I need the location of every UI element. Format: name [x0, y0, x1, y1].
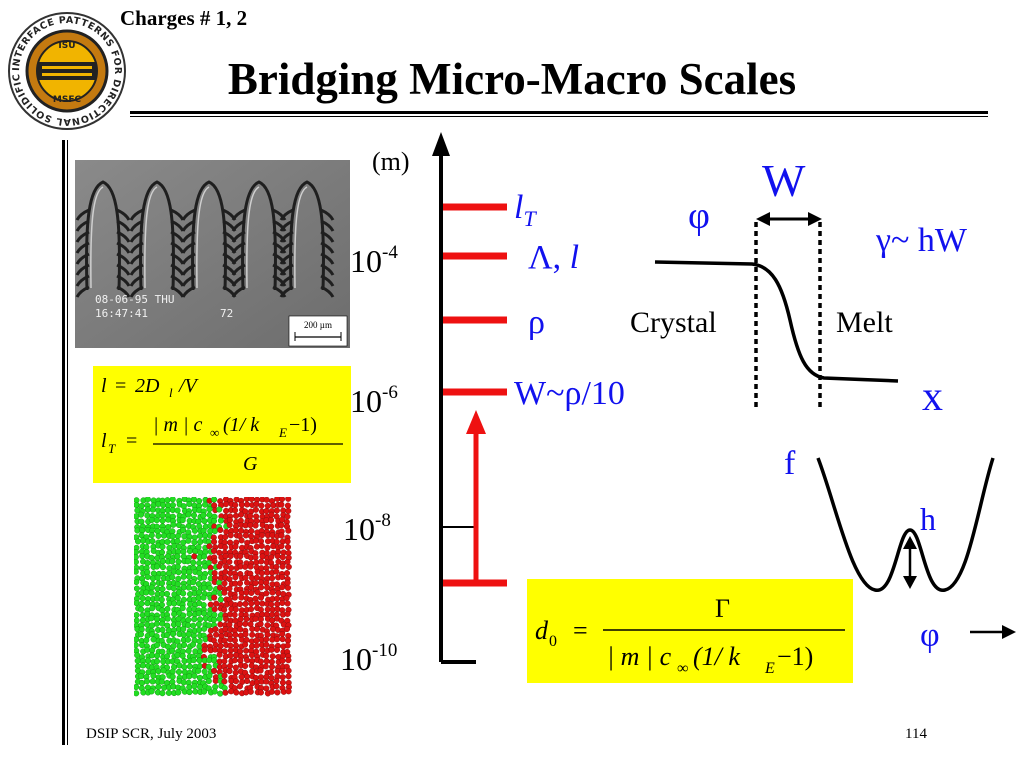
logo-top-text: ISU — [58, 41, 75, 51]
left-rule — [62, 140, 65, 745]
label-w-width: W — [762, 155, 806, 206]
isu-msfc-logo: INTERFACE PATTERNS FOR DIRECTIONAL SOLID… — [6, 10, 126, 130]
formula-d0-denominator-tail: (1/ k — [693, 642, 740, 671]
formula-d0-denominator-tail2: −1) — [777, 642, 813, 671]
phase-field-particle-simulation — [134, 497, 292, 697]
formula-d0-denominator-sub: ∞ — [677, 660, 688, 677]
slide-title: Bridging Micro-Macro Scales — [227, 54, 797, 104]
label-rho: ρ — [528, 304, 545, 341]
label-f: f — [784, 445, 796, 482]
label-phi-interface: φ — [688, 195, 710, 237]
tick-label-1e-6: 10-6 — [350, 382, 398, 419]
phase-field-profile — [654, 260, 899, 383]
formula-l-lhs: l — [101, 375, 107, 397]
formula-d0-equals: = — [573, 616, 588, 645]
footer-left-text: DSIP SCR, July 2003 — [86, 726, 217, 742]
formula-lt-numerator-tail: (1/ k — [223, 414, 260, 436]
diffusion-length-formula-box: l = 2D l /V l T = | m | c ∞ (1/ k E −1) … — [93, 366, 351, 483]
label-x: x — [922, 374, 943, 420]
charges-label: Charges # 1, 2 — [120, 6, 248, 30]
label-phi-potential: φ — [920, 617, 940, 654]
label-lt: lT — [514, 189, 537, 231]
label-h: h — [920, 501, 936, 537]
title-rule-thin — [130, 116, 988, 117]
scale-diagram: (m) 10-4 10-6 10-8 10-10 lT Λ, l ρ W~ρ/1… — [340, 132, 1016, 677]
formula-d0-lhs: d — [535, 616, 549, 645]
left-rule-thin — [67, 140, 68, 745]
capillary-length-formula-box: d 0 = Γ | m | c ∞ (1/ k E −1) — [527, 579, 853, 683]
formula-d0-denominator-sub2: E — [764, 660, 775, 677]
tick-label-1e-4: 10-4 — [350, 242, 398, 279]
logo-bottom-text: MSFC — [53, 95, 82, 105]
formula-lt-lhs: l — [101, 430, 107, 452]
formula-d0-denominator: | m | c — [607, 642, 672, 671]
page-number: 114 — [905, 726, 927, 742]
tick-label-1e-8: 10-8 — [343, 510, 391, 547]
scale-bar-label: 200 µm — [304, 320, 332, 330]
formula-lt-sub: T — [108, 441, 116, 456]
label-w-rho: W~ρ/10 — [514, 375, 625, 412]
tick-label-1e-10: 10-10 — [340, 640, 397, 677]
formula-lt-denominator: G — [243, 453, 258, 475]
photo-frame-number: 72 — [220, 307, 233, 320]
formula-lt-numerator-sub2: E — [278, 425, 287, 440]
formula-l-tail: /V — [178, 375, 200, 397]
formula-l-equals: = — [115, 375, 126, 397]
formula-lt-numerator-sub: ∞ — [210, 425, 219, 440]
formula-d0-sub: 0 — [549, 633, 557, 650]
formula-l-sub: l — [169, 385, 173, 400]
label-lambda: Λ, l — [528, 239, 579, 276]
photo-date-stamp: 08-06-95 THU — [95, 293, 174, 306]
formula-l-coef: 2D — [135, 375, 160, 397]
label-melt: Melt — [836, 306, 893, 339]
formula-lt-equals: = — [126, 430, 137, 452]
label-gamma-hw: γ~ hW — [875, 222, 968, 259]
photo-time-stamp: 16:47:41 — [95, 307, 148, 320]
label-crystal: Crystal — [630, 306, 717, 339]
title-rule — [130, 111, 988, 114]
double-well-curve — [816, 457, 995, 592]
formula-d0-numerator: Γ — [715, 594, 730, 623]
formula-lt-numerator-tail2: −1) — [289, 414, 317, 436]
dendrite-micrograph: 08-06-95 THU 16:47:41 72 200 µm — [75, 160, 350, 348]
axis-unit-label: (m) — [372, 147, 410, 176]
formula-lt-numerator: | m | c — [153, 414, 202, 436]
